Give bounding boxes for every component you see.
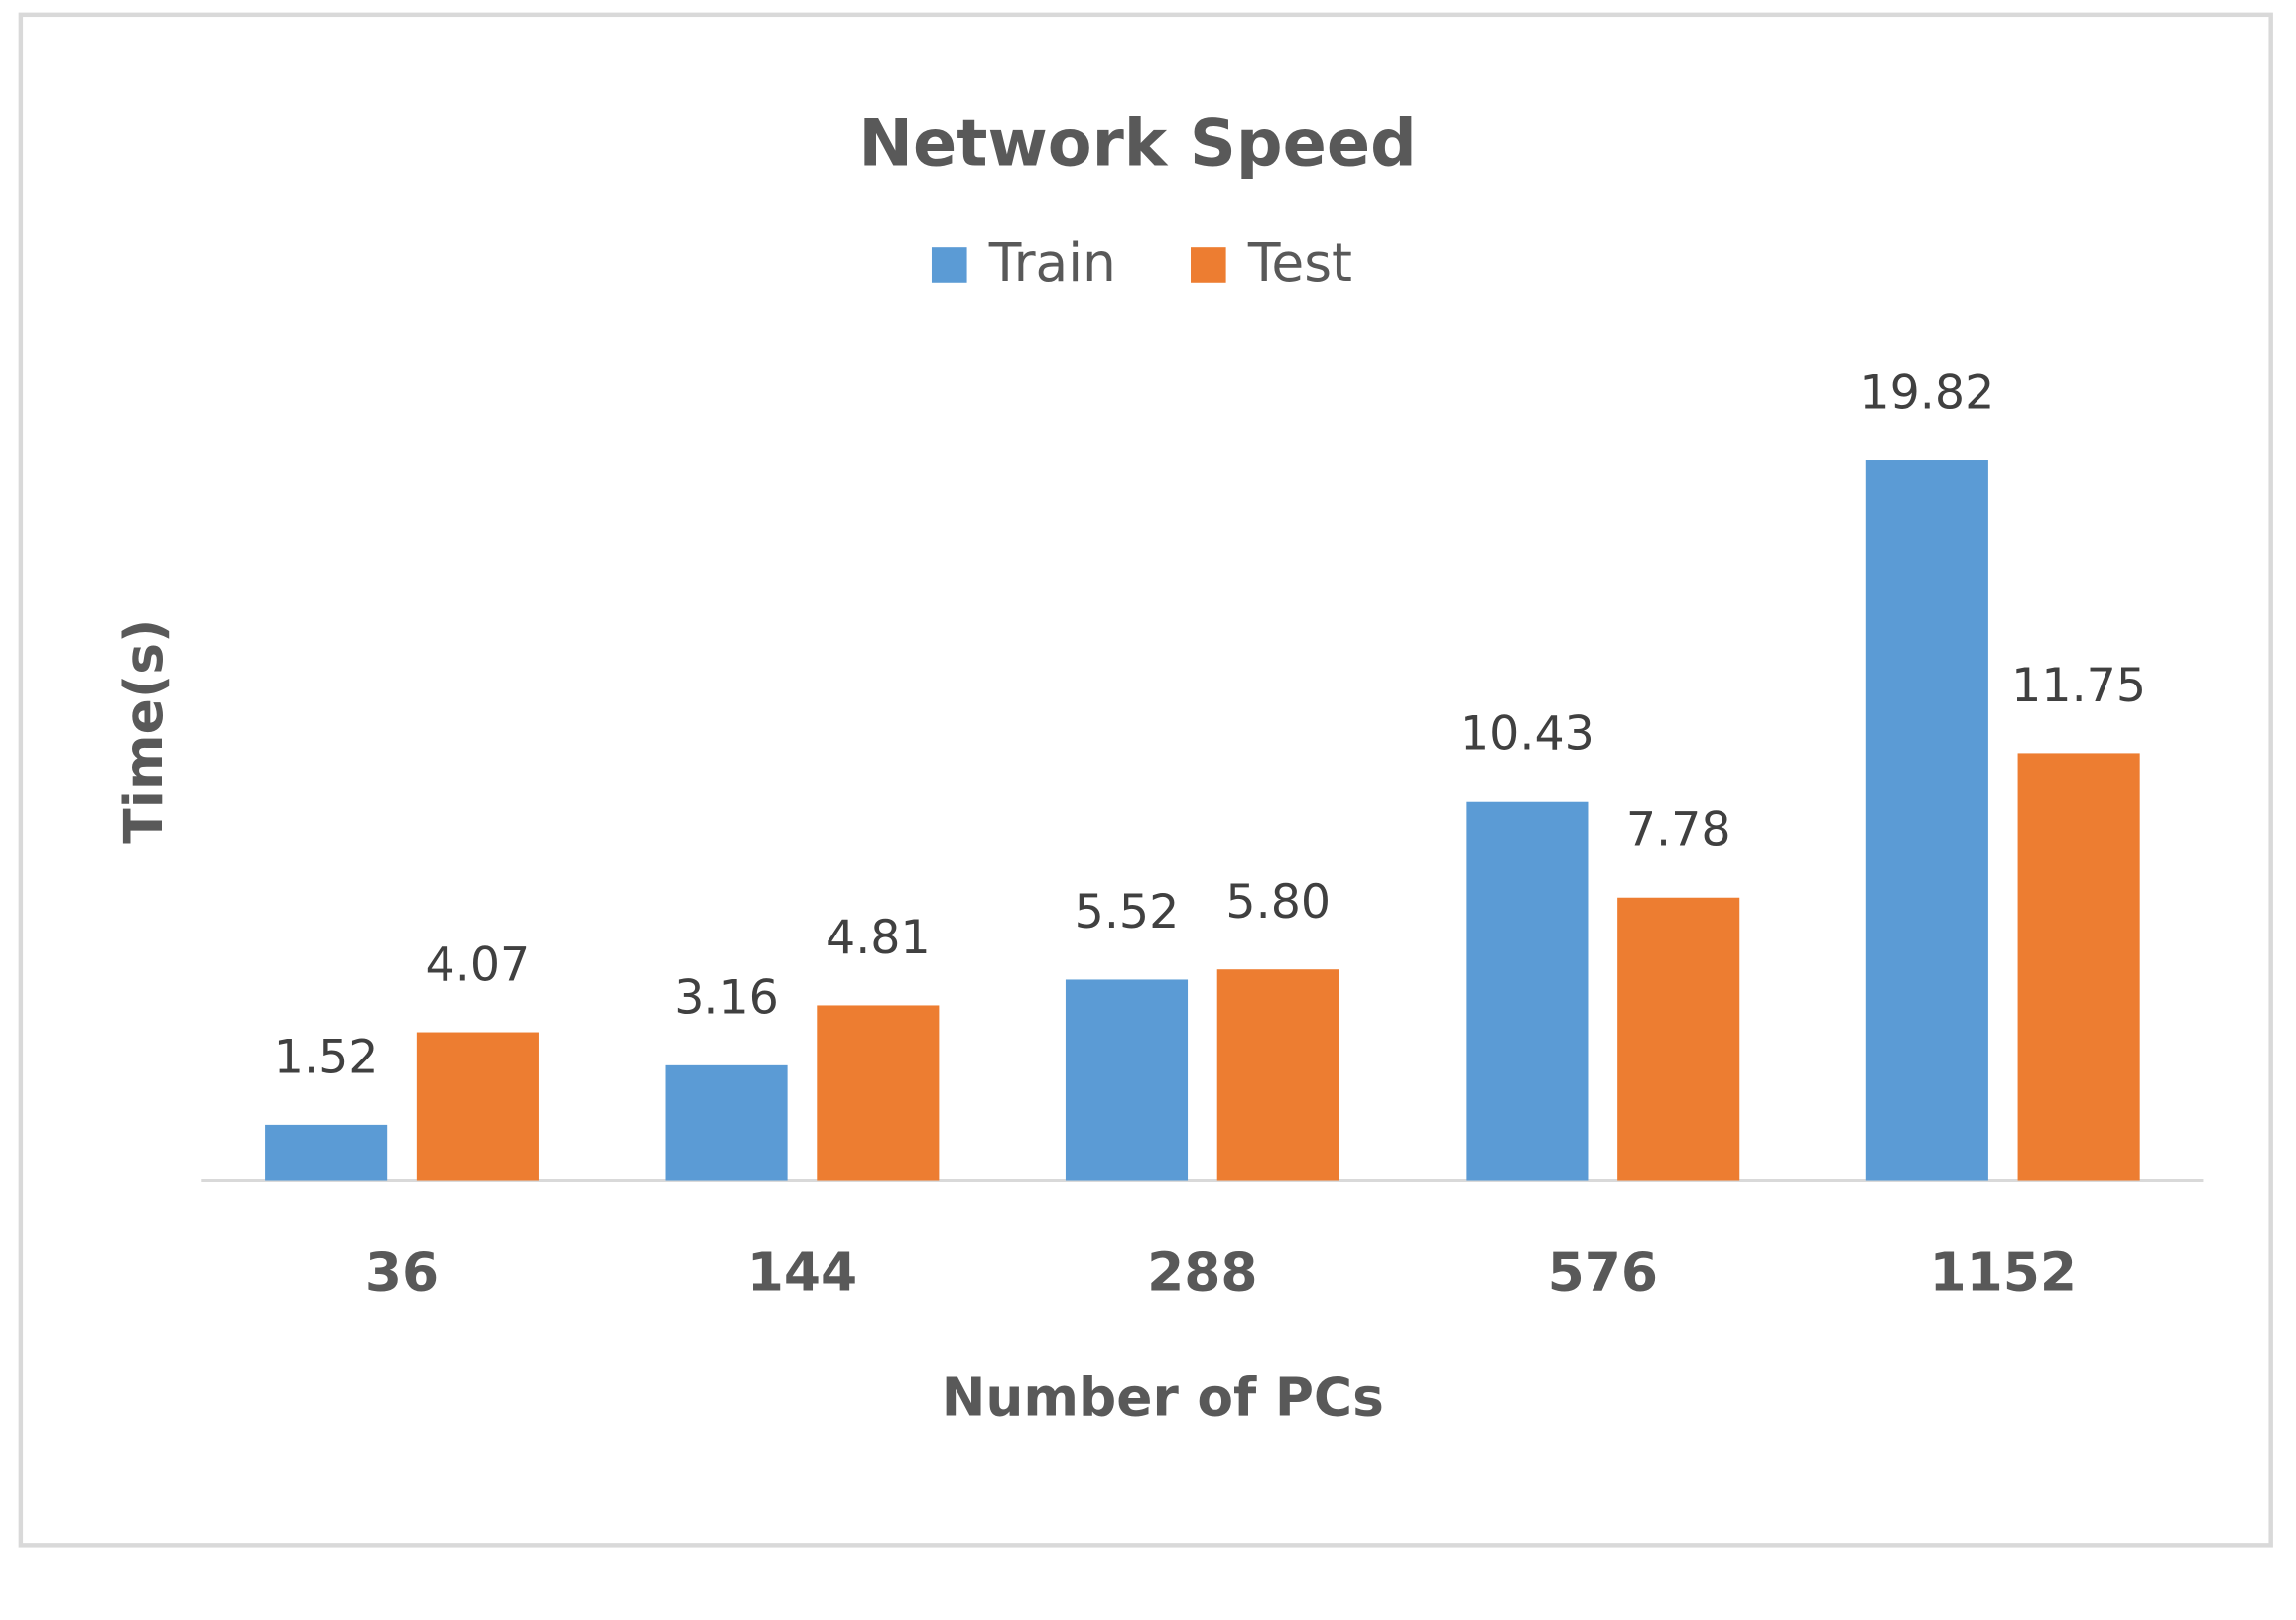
x-tick-label: 576	[1548, 1241, 1658, 1304]
legend-swatch	[1191, 247, 1226, 283]
bar	[817, 1005, 940, 1181]
bar	[1466, 801, 1589, 1181]
bar	[1216, 969, 1339, 1181]
bar	[2017, 753, 2140, 1181]
x-tick-label: 288	[1147, 1241, 1257, 1304]
bar	[1617, 897, 1740, 1181]
data-label: 11.75	[2011, 659, 2146, 713]
x-tick-label: 36	[365, 1241, 439, 1304]
bar	[1865, 460, 1988, 1181]
bar	[1065, 979, 1189, 1181]
x-tick-label: 144	[747, 1241, 857, 1304]
chart-title: Network Speed	[858, 105, 1416, 181]
bar	[265, 1124, 388, 1181]
x-tick-label: 1152	[1929, 1241, 2077, 1304]
data-label: 4.07	[426, 937, 531, 992]
data-label: 19.82	[1859, 366, 1994, 421]
data-label: 5.80	[1225, 875, 1331, 930]
legend-label: Train	[988, 231, 1116, 294]
bar	[416, 1032, 539, 1181]
bar	[665, 1064, 788, 1181]
data-label: 7.78	[1626, 803, 1731, 857]
data-label: 1.52	[274, 1031, 379, 1085]
data-label: 10.43	[1460, 706, 1594, 761]
data-label: 4.81	[826, 911, 931, 965]
x-axis-title: Number of PCs	[942, 1366, 1384, 1429]
legend-label: Test	[1247, 231, 1352, 294]
data-label: 3.16	[674, 971, 779, 1026]
legend-swatch	[931, 247, 967, 283]
data-label: 5.52	[1075, 885, 1180, 939]
y-axis-title: Time(s)	[112, 619, 175, 844]
